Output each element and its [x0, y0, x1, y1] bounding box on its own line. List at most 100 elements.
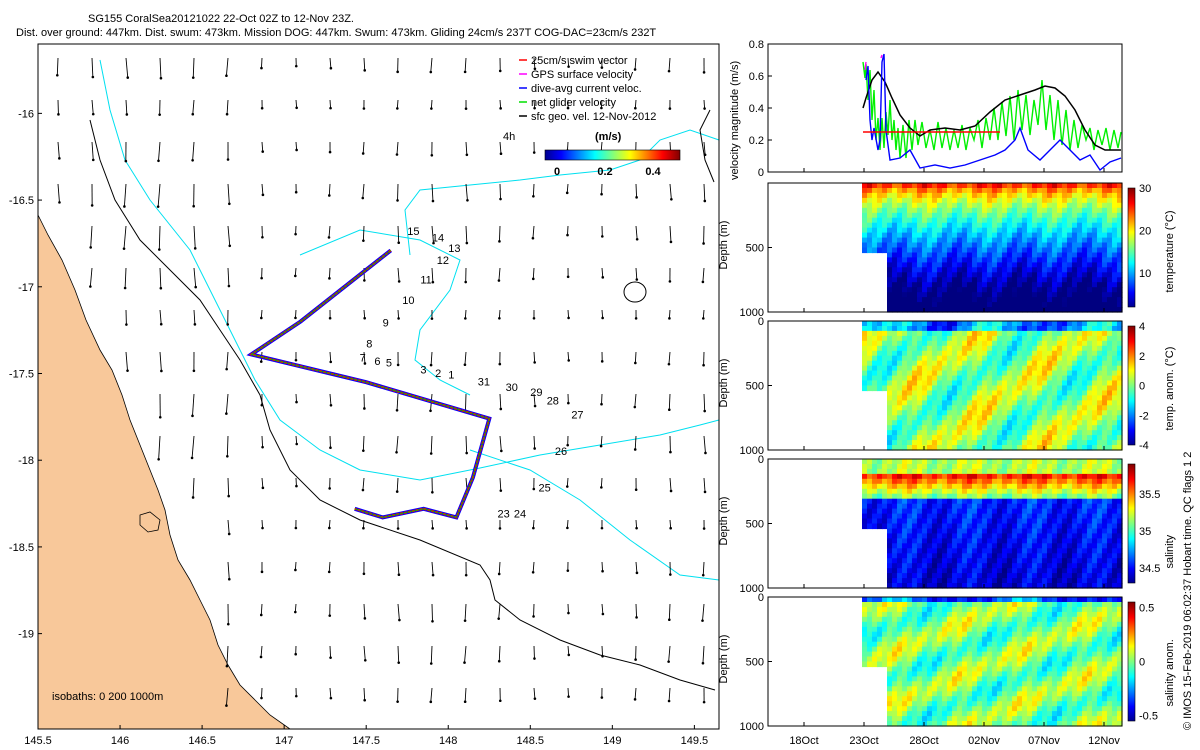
- profile-cell: [1072, 583, 1078, 589]
- profile-cell: [952, 523, 958, 530]
- profile-cell: [1102, 302, 1108, 308]
- profile-cell: [967, 297, 973, 303]
- profile-cell: [1012, 252, 1018, 259]
- profile-cell: [907, 232, 913, 239]
- profile-cell: [967, 340, 973, 347]
- profile-cell: [872, 330, 878, 337]
- profile-cell: [997, 292, 1003, 298]
- profile-cell: [912, 676, 918, 682]
- profile-cell: [867, 656, 873, 663]
- profile-cell: [902, 701, 908, 707]
- profile-cell: [887, 464, 893, 470]
- sfc-velocity-arrowhead: [498, 240, 501, 243]
- profile-cell: [917, 340, 923, 347]
- profile-cell: [952, 355, 958, 362]
- profile-cell: [867, 321, 873, 327]
- colorbar-tick-label: 10: [1139, 268, 1151, 280]
- profile-cell: [952, 375, 958, 382]
- profile-cell: [1102, 292, 1108, 298]
- profile-cell: [902, 272, 908, 278]
- profile-cell: [887, 188, 893, 194]
- profile-cell: [1092, 297, 1098, 303]
- profile-cell: [927, 611, 933, 618]
- profile-cell: [1102, 503, 1108, 510]
- profile-cell: [1012, 568, 1018, 574]
- profile-cell: [1062, 473, 1068, 480]
- sfc-velocity-arrow: [192, 141, 195, 161]
- profile-cell: [1037, 370, 1043, 377]
- profile-cell: [912, 242, 918, 249]
- profile-cell: [902, 498, 908, 505]
- sfc-velocity-arrowhead: [191, 414, 194, 418]
- profile-cell: [1037, 302, 1043, 308]
- profile-cell: [997, 370, 1003, 377]
- profile-cell: [902, 508, 908, 515]
- profile-cell: [907, 237, 913, 244]
- profile-cell: [1017, 473, 1023, 480]
- profile-cell: [977, 478, 983, 485]
- sfc-velocity-arrowhead: [635, 616, 638, 619]
- sfc-velocity-arrowhead: [670, 198, 673, 201]
- sfc-velocity-arrowhead: [126, 76, 130, 79]
- profile-cell: [962, 197, 968, 204]
- profile-cell: [1077, 207, 1083, 214]
- profile-cell: [947, 232, 953, 239]
- day-label: 11: [420, 274, 431, 286]
- profile-cell: [907, 468, 913, 475]
- profile-cell: [1082, 405, 1088, 411]
- profile-cell: [1027, 513, 1033, 520]
- profile-cell: [1017, 188, 1023, 194]
- colorbar-label: temp. anom. (°C): [1164, 347, 1176, 431]
- profile-cell: [972, 543, 978, 549]
- profile-cell: [1012, 207, 1018, 214]
- sfc-velocity-arrowhead: [362, 107, 366, 110]
- profile-cell: [927, 370, 933, 377]
- profile-cell: [1052, 202, 1058, 209]
- sfc-velocity-arrow: [567, 645, 570, 655]
- profile-cell: [872, 611, 878, 618]
- profile-cell: [1017, 583, 1023, 589]
- profile-cell: [1052, 350, 1058, 357]
- profile-cell: [982, 464, 988, 470]
- profile-cell: [1032, 217, 1038, 224]
- profile-cell: [992, 380, 998, 387]
- profile-cell: [1032, 272, 1038, 278]
- profile-cell: [947, 498, 953, 505]
- sfc-velocity-arrowhead: [702, 317, 705, 320]
- profile-cell: [1017, 212, 1023, 219]
- profile-cell: [1012, 430, 1018, 436]
- profile-cell: [892, 473, 898, 480]
- profile-cell: [892, 217, 898, 224]
- sfc-velocity-arrowhead: [566, 233, 569, 237]
- profile-cell: [1047, 464, 1053, 470]
- profile-cell: [902, 621, 908, 628]
- profile-cell: [1027, 232, 1033, 239]
- profile-cell: [872, 503, 878, 510]
- profile-cell: [937, 395, 943, 401]
- sfc-velocity-arrowhead: [156, 205, 160, 208]
- profile-cell: [1002, 227, 1008, 234]
- profile-cell: [1042, 257, 1048, 263]
- profile-cell: [1012, 420, 1018, 426]
- sfc-velocity-arrowhead: [703, 199, 707, 203]
- profile-cell: [1047, 493, 1053, 500]
- profile-cell: [1117, 508, 1123, 515]
- profile-cell: [1097, 232, 1103, 239]
- profile-cell: [1017, 483, 1023, 490]
- profile-cell: [1112, 252, 1118, 259]
- profile-cell: [992, 488, 998, 495]
- profile-cell: [1067, 435, 1073, 441]
- profile-cell: [867, 523, 873, 530]
- profile-cell: [1107, 473, 1113, 480]
- sfc-velocity-arrowhead: [532, 316, 536, 320]
- day-label: 10: [402, 295, 414, 307]
- profile-cell: [942, 247, 948, 254]
- profile-cell: [892, 498, 898, 505]
- profile-cell: [947, 395, 953, 401]
- profile-cell: [882, 380, 888, 387]
- profile-cell: [982, 420, 988, 426]
- profile-cell: [1002, 578, 1008, 584]
- profile-cell: [927, 197, 933, 204]
- sfc-velocity-arrowhead: [431, 280, 435, 284]
- profile-cell: [967, 553, 973, 559]
